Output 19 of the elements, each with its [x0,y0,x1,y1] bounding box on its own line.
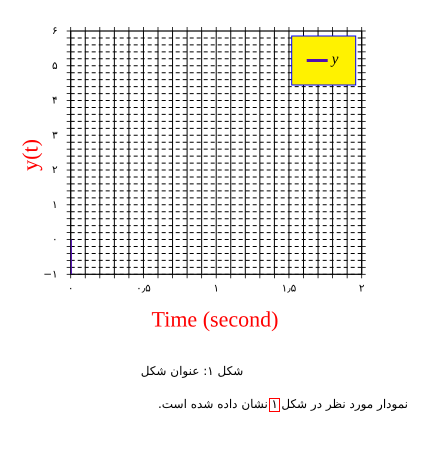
y-tick-label: −۱ [43,268,58,280]
x-tick-label: ۱ [213,282,220,294]
y-tick-label: ۱ [52,198,58,211]
text: نشان داده شده است. [158,396,268,412]
y-tick-label: ۶ [52,25,58,37]
x-tick-label: ۰ [68,282,74,294]
y-tick-label: ۴ [52,94,58,107]
legend-label: y [330,52,339,68]
x-axis-title: Time (second) [152,306,278,332]
x-tick-label: ۱٫۵ [282,282,297,294]
y-tick-label: ۰ [52,234,58,246]
text: شکل ۱: عنوان شکل [140,364,244,378]
x-tick-label: ۲ [358,282,365,294]
y-axis-title: y(t) [18,139,42,171]
y-tick-label: ۵ [52,60,58,72]
y-tick-label: ۳ [52,129,58,142]
x-tick-label: ۰٫۵ [136,282,152,294]
y-tick-label: ۲ [52,164,58,176]
text: نمودار مورد نظر در شکل [281,396,408,412]
